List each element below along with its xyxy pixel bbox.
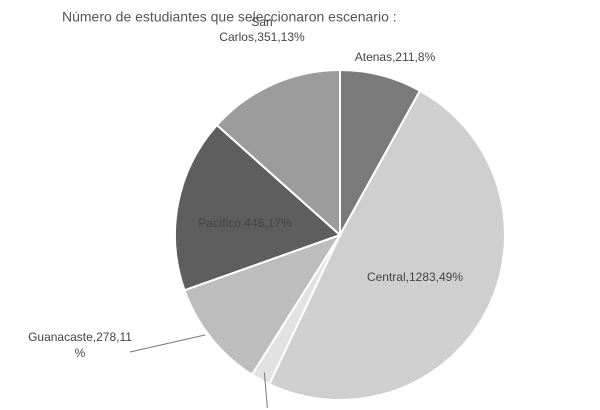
data-label: Carlos,351,13%: [219, 30, 305, 44]
leader-line: [129, 334, 206, 353]
leader-line: [263, 372, 268, 409]
pie-slice: [215, 68, 341, 238]
pie-slice: [267, 89, 506, 401]
data-label: San: [251, 15, 272, 29]
data-label: Guanacaste,278,11: [28, 330, 132, 344]
chart-title: Número de estudiantes que seleccionaron …: [62, 9, 397, 25]
data-label: %: [75, 346, 86, 360]
pie-slice: [174, 123, 342, 292]
pie-slice: [183, 233, 343, 376]
data-label: Atenas,211,8%: [355, 50, 436, 64]
data-label: Pacífico,446,17%: [198, 216, 292, 230]
data-label: Central,1283,49%: [367, 270, 463, 284]
